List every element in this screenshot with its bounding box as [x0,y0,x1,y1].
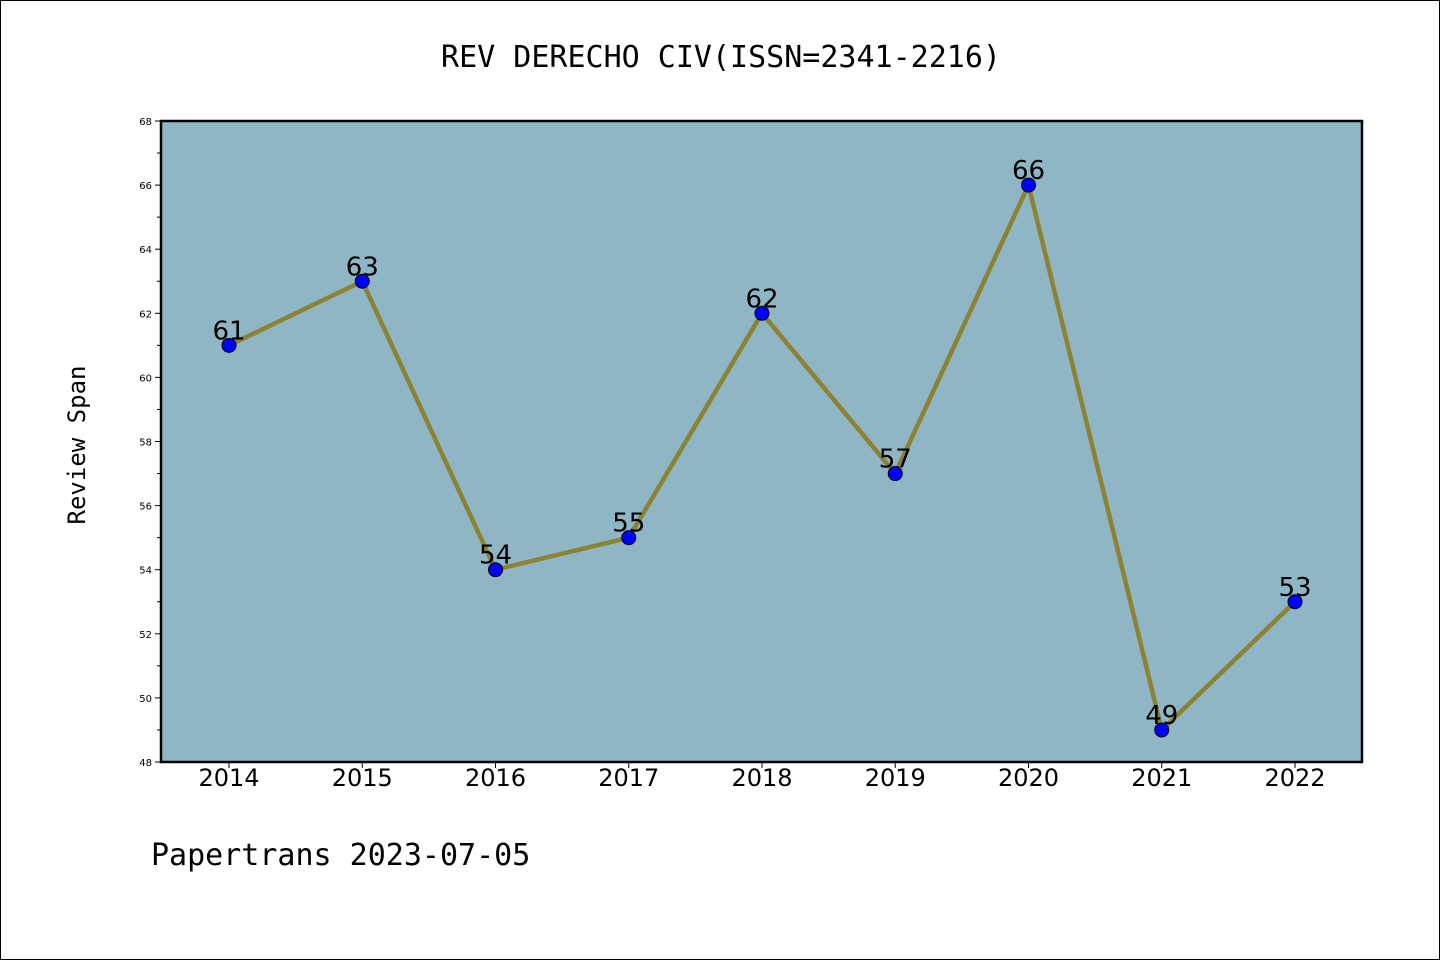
x-tick-label-2014: 2014 [198,764,259,792]
plot-area [161,121,1362,762]
data-label-2017: 55 [612,509,645,539]
x-tick-label-2017: 2017 [598,764,659,792]
y-tick-label-48: 48 [139,758,152,769]
data-point-2022 [1287,594,1303,610]
data-label-2016: 54 [479,541,512,571]
x-tick-label-2020: 2020 [998,764,1059,792]
y-tick-label-54: 54 [139,566,152,577]
data-point-2016 [488,562,503,578]
x-axis-ticks: 2014 2015 2016 2017 2018 2019 2020 2021 2022 [198,762,1326,792]
data-point-2017 [621,530,637,546]
data-label-2014: 61 [212,316,245,346]
y-tick-label-68: 68 [139,117,152,128]
data-label-2015: 63 [346,252,379,282]
data-label-2019: 57 [879,445,912,475]
data-labels-group: 61 63 54 55 62 57 66 49 53 [212,156,1311,731]
data-point-2020 [1021,177,1036,193]
chart-title: REV DERECHO CIV(ISSN=2341-2216) [441,40,1001,75]
x-tick-label-2019: 2019 [865,764,926,792]
data-point-2014 [221,337,237,353]
data-label-2021: 49 [1145,701,1178,731]
data-label-2022: 53 [1278,573,1311,603]
y-tick-label-62: 62 [139,309,152,320]
y-axis-label: Review Span [63,366,91,525]
y-tick-label-50: 50 [139,694,152,705]
y-tick-label-64: 64 [139,245,152,256]
footer-text: Papertrans 2023-07-05 [151,838,530,873]
data-label-2018: 62 [745,284,778,314]
y-tick-label-52: 52 [139,630,152,641]
x-tick-label-2018: 2018 [731,764,792,792]
data-point-2021 [1154,722,1170,738]
data-label-2020: 66 [1012,156,1045,186]
x-tick-label-2016: 2016 [465,764,526,792]
data-point-2018 [754,305,770,321]
markers-group [221,177,1303,738]
y-axis-ticks: 48 50 52 54 56 58 60 62 64 66 68 [139,117,161,769]
data-point-2019 [887,466,903,482]
plot-border [159,119,1364,764]
x-tick-label-2015: 2015 [332,764,393,792]
y-tick-label-56: 56 [139,502,152,513]
y-tick-label-58: 58 [139,438,152,449]
y-tick-label-60: 60 [139,373,152,384]
data-point-2015 [354,273,370,289]
y-tick-label-66: 66 [139,181,152,192]
x-tick-label-2022: 2022 [1264,764,1325,792]
x-tick-label-2021: 2021 [1131,764,1192,792]
